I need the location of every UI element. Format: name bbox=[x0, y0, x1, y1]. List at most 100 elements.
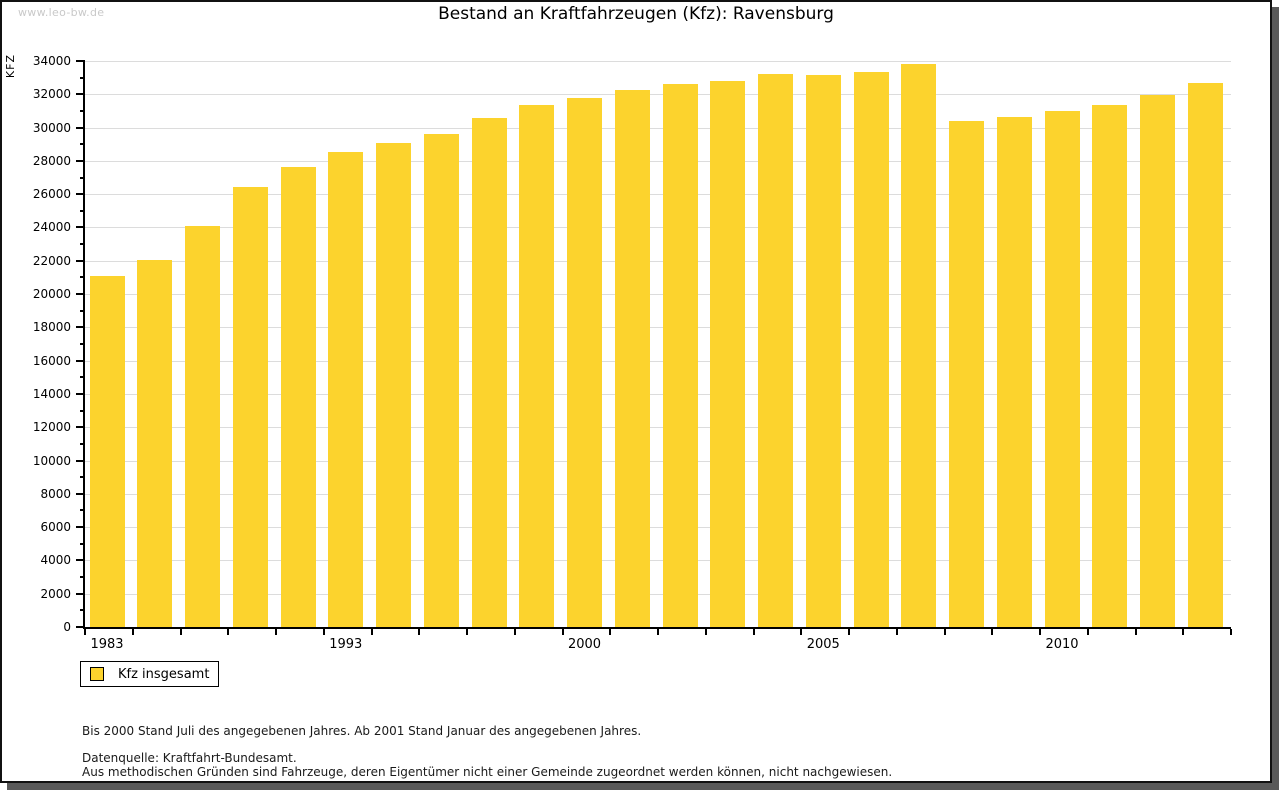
x-tick-10 bbox=[561, 629, 564, 635]
y-tick-16000 bbox=[76, 359, 85, 362]
gridline-2000 bbox=[85, 593, 1231, 595]
y-tick-label-28000: 28000 bbox=[32, 153, 71, 168]
y-minor-tick-29000 bbox=[80, 143, 85, 146]
y-minor-tick-31000 bbox=[80, 109, 85, 112]
y-tick-12000 bbox=[76, 426, 85, 429]
x-tick-20 bbox=[1039, 629, 1041, 635]
gridline-32000 bbox=[85, 94, 1231, 96]
y-minor-tick-13000 bbox=[80, 409, 85, 412]
y-minor-tick-9000 bbox=[80, 476, 85, 479]
y-tick-14000 bbox=[76, 392, 85, 395]
y-tick-label-34000: 34000 bbox=[32, 54, 71, 68]
x-label-1983: 1983 bbox=[90, 637, 124, 652]
bar-2006 bbox=[853, 72, 889, 627]
y-axis-title: KFZ bbox=[4, 54, 17, 79]
y-tick-32000 bbox=[76, 93, 85, 96]
y-tick-label-24000: 24000 bbox=[32, 220, 71, 235]
y-minor-tick-15000 bbox=[80, 376, 85, 379]
y-minor-tick-11000 bbox=[80, 442, 85, 445]
data-source: Datenquelle: Kraftfahrt-Bundesamt. bbox=[82, 751, 297, 765]
x-label-2010: 2010 bbox=[1045, 637, 1079, 652]
gridline-4000 bbox=[85, 560, 1231, 562]
bar-2013 bbox=[1187, 83, 1223, 627]
x-tick-21 bbox=[1086, 629, 1089, 635]
y-tick-label-16000: 16000 bbox=[32, 353, 71, 368]
y-tick-label-30000: 30000 bbox=[32, 120, 71, 135]
y-tick-label-2000: 2000 bbox=[40, 586, 71, 601]
y-axis-line bbox=[83, 61, 85, 629]
bar-2008 bbox=[949, 121, 984, 627]
bar-1987 bbox=[185, 226, 220, 627]
y-tick-label-10000: 10000 bbox=[32, 453, 71, 468]
y-tick-4000 bbox=[76, 559, 85, 562]
y-tick-6000 bbox=[76, 526, 85, 529]
bar-1991 bbox=[280, 167, 316, 627]
x-tick-24 bbox=[1230, 629, 1232, 635]
y-tick-20000 bbox=[76, 293, 85, 296]
legend-swatch-icon bbox=[90, 667, 104, 681]
x-tick-2 bbox=[179, 629, 182, 635]
gridline-18000 bbox=[85, 327, 1231, 329]
y-minor-tick-3000 bbox=[80, 576, 85, 579]
x-tick-18 bbox=[943, 629, 946, 635]
y-minor-tick-19000 bbox=[80, 309, 85, 312]
bar-1997 bbox=[423, 134, 459, 627]
bar-2002 bbox=[662, 84, 698, 627]
x-tick-1 bbox=[131, 629, 134, 635]
bar-2012 bbox=[1140, 95, 1175, 627]
y-minor-tick-21000 bbox=[80, 276, 85, 279]
x-tick-6 bbox=[370, 629, 373, 635]
bar-2004 bbox=[758, 74, 793, 627]
chart-title: Bestand an Kraftfahrzeugen (Kfz): Ravens… bbox=[438, 4, 834, 24]
x-tick-13 bbox=[704, 629, 707, 635]
plot-area: 0 2000 4000 6000 8000 10000 12000 14000 16000 180… bbox=[33, 54, 1232, 652]
bar-2001 bbox=[614, 90, 650, 627]
y-tick-10000 bbox=[76, 459, 85, 462]
y-tick-22000 bbox=[76, 259, 85, 262]
x-tick-14 bbox=[752, 629, 755, 635]
bar-2009 bbox=[996, 117, 1032, 627]
gridline-30000 bbox=[85, 127, 1231, 129]
gridline-20000 bbox=[85, 294, 1231, 296]
x-label-2000: 2000 bbox=[567, 637, 602, 652]
y-tick-18000 bbox=[76, 326, 85, 329]
y-tick-label-8000: 8000 bbox=[40, 486, 71, 501]
y-tick-label-32000: 32000 bbox=[32, 87, 71, 102]
x-tick-16 bbox=[848, 629, 850, 635]
bar-1999 bbox=[519, 105, 555, 627]
x-tick-22 bbox=[1134, 629, 1137, 635]
gridline-24000 bbox=[85, 227, 1231, 229]
y-tick-34000 bbox=[76, 60, 85, 62]
gridline-10000 bbox=[85, 460, 1231, 462]
bar-1983 bbox=[89, 276, 125, 627]
x-tick-12 bbox=[657, 629, 659, 635]
y-tick-label-6000: 6000 bbox=[40, 520, 71, 535]
y-tick-26000 bbox=[76, 193, 85, 196]
footnotes: Bis 2000 Stand Juli des angegebenen Jahr… bbox=[82, 698, 892, 791]
bar-2007 bbox=[901, 64, 937, 627]
y-tick-0 bbox=[76, 626, 85, 628]
bar-1998 bbox=[471, 118, 507, 627]
watermark: www.leo-bw.de bbox=[18, 6, 105, 19]
legend-label: Kfz insgesamt bbox=[118, 666, 210, 682]
x-tick-4 bbox=[275, 629, 277, 635]
x-label-2005: 2005 bbox=[806, 637, 840, 652]
y-tick-label-14000: 14000 bbox=[32, 386, 71, 401]
y-tick-label-0: 0 bbox=[63, 620, 71, 634]
gridline-28000 bbox=[85, 160, 1231, 162]
y-minor-tick-27000 bbox=[80, 176, 85, 179]
gridline-22000 bbox=[85, 260, 1231, 262]
x-tick-9 bbox=[513, 629, 516, 635]
y-tick-24000 bbox=[76, 226, 85, 229]
x-label-1993: 1993 bbox=[329, 637, 363, 652]
y-minor-tick-1000 bbox=[80, 609, 85, 612]
y-minor-tick-7000 bbox=[80, 509, 85, 512]
y-minor-tick-23000 bbox=[80, 243, 85, 246]
y-minor-tick-25000 bbox=[80, 209, 85, 212]
x-tick-7 bbox=[418, 629, 421, 635]
x-tick-11 bbox=[609, 629, 612, 635]
y-minor-tick-33000 bbox=[80, 76, 85, 79]
y-tick-label-22000: 22000 bbox=[32, 253, 71, 268]
y-tick-label-26000: 26000 bbox=[32, 187, 71, 202]
